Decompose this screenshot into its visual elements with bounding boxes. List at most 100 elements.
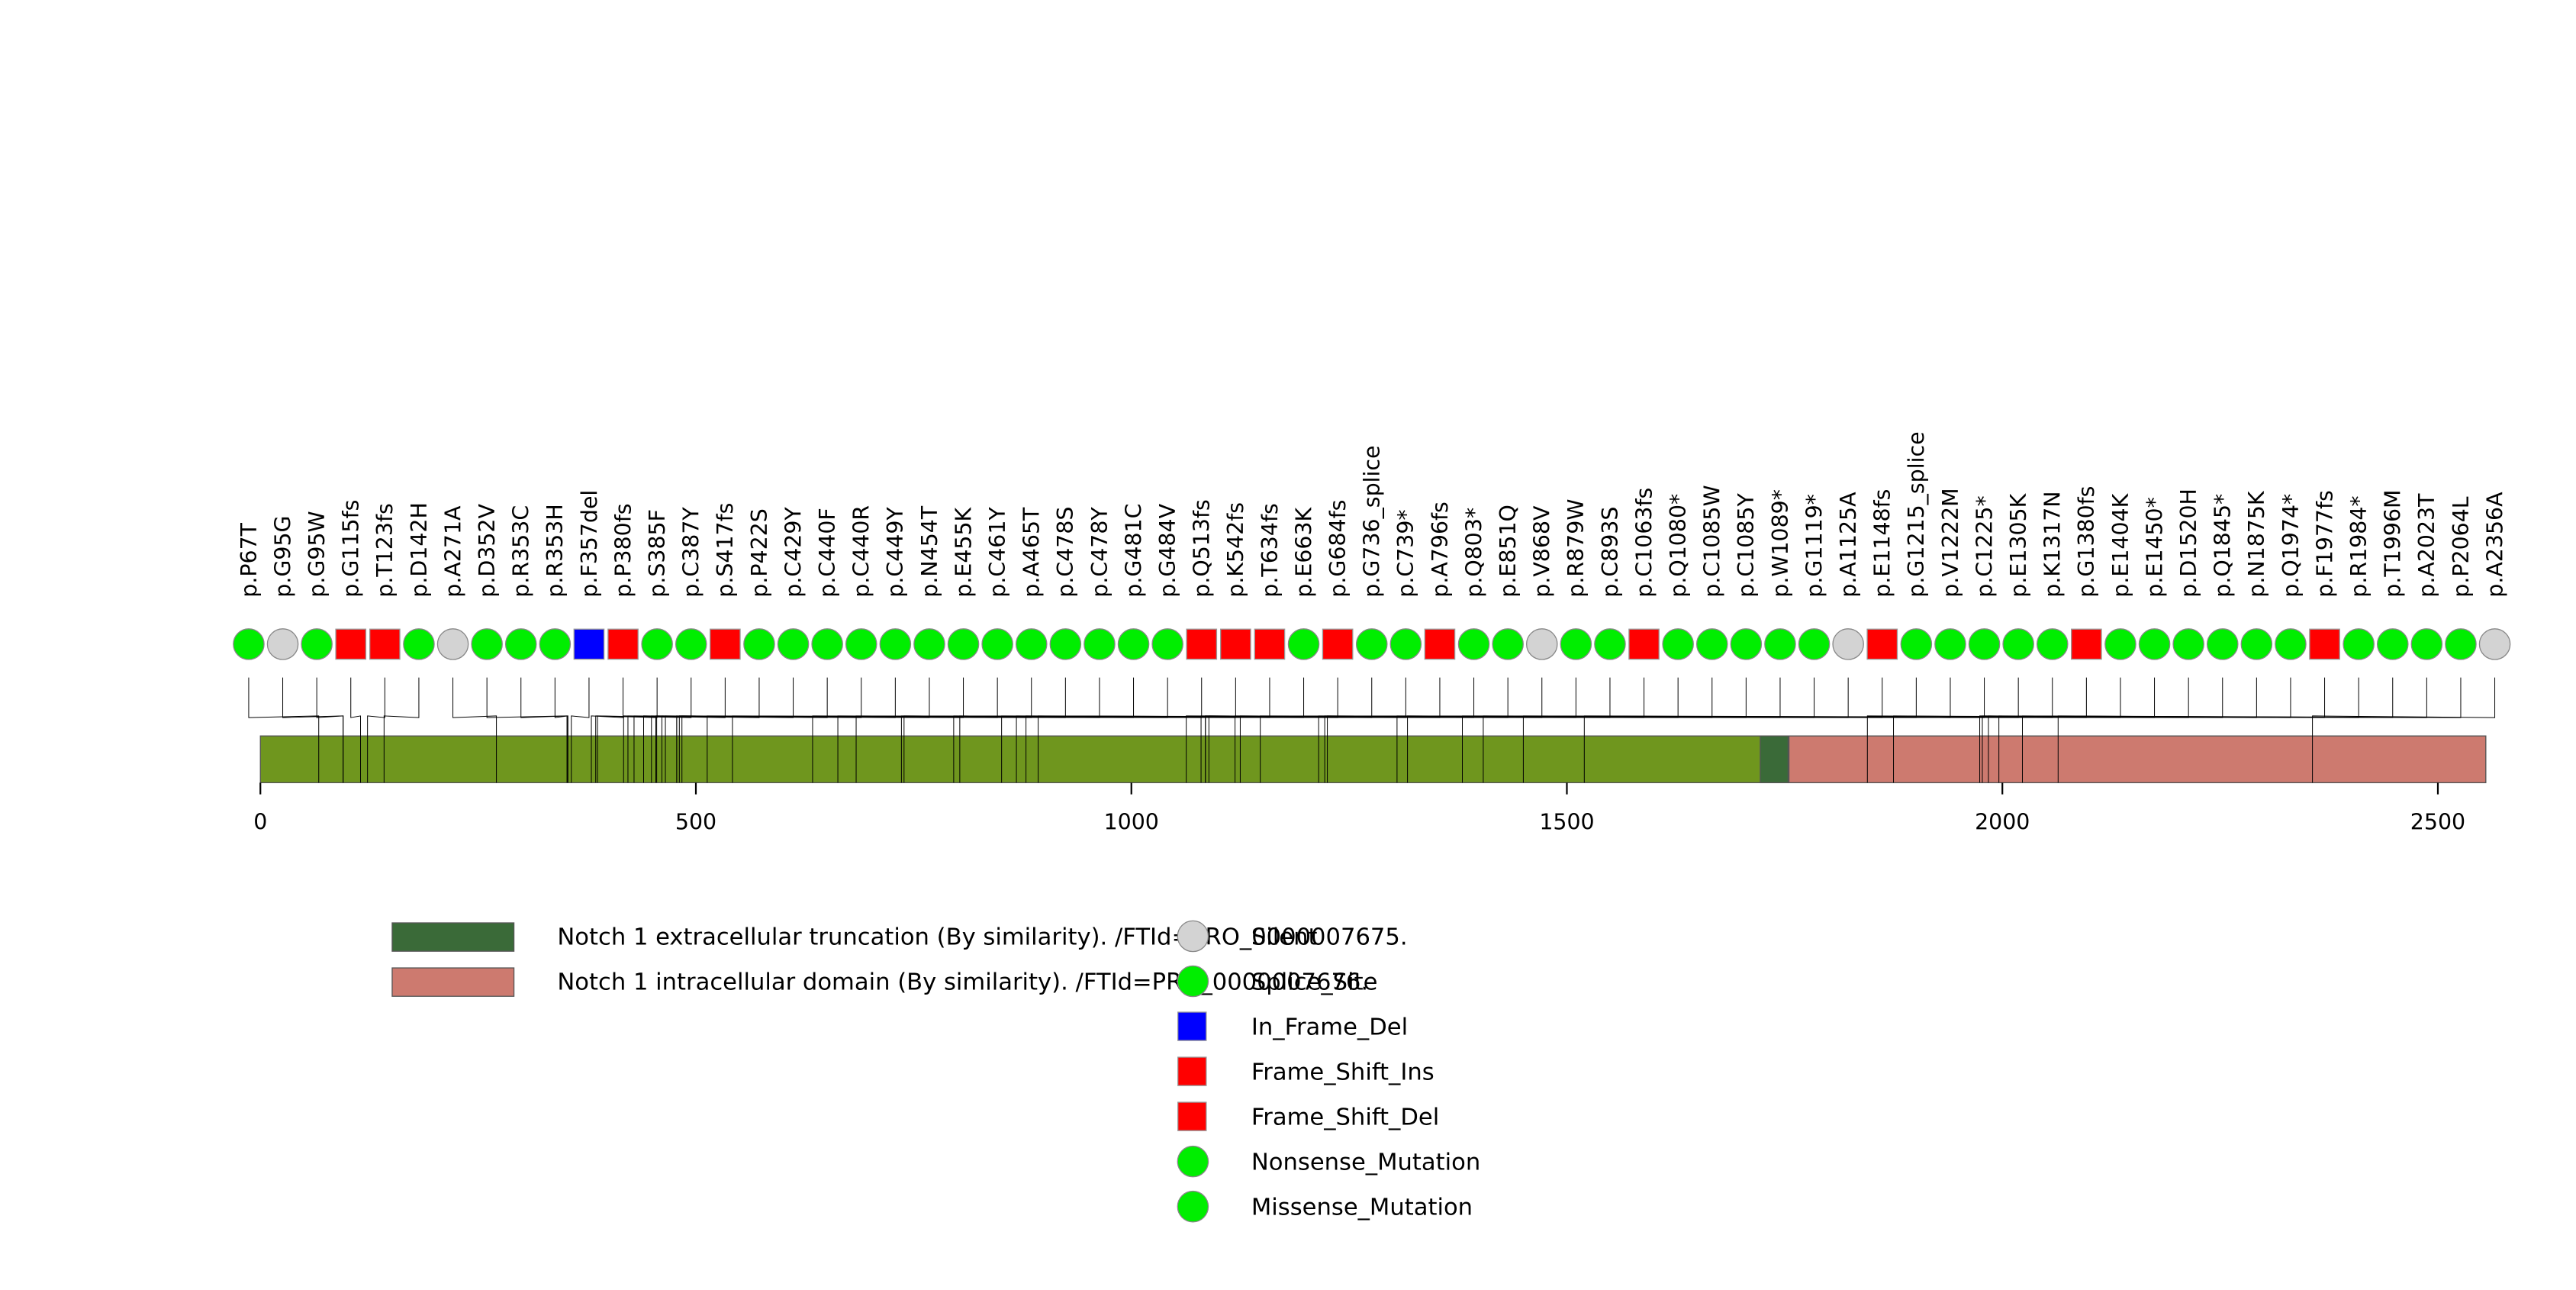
x-tick-label: 2000 [1975,810,2030,835]
mutation-marker [266,628,299,660]
legend-type-swatch [1177,920,1209,953]
mutation-label: p.C429Y [781,507,806,598]
x-tick-label: 1000 [1104,810,1159,835]
x-tick-label: 500 [675,810,716,835]
mutation-marker [710,628,741,660]
mutation-label: p.C440F [815,508,840,597]
x-axis: 0 500 1000 1500 2000 2500 [253,782,2465,835]
mutation-label: p.C1085W [1700,485,1725,597]
mutation-connector [2057,677,2462,783]
legend-type-label: Missense_Mutation [1251,1195,1473,1221]
legend: Notch 1 extracellular truncation (By sim… [391,920,1480,1223]
mutation-label: p.C478Y [1087,507,1113,598]
mutation-label: p.C478S [1053,507,1078,598]
mutation-marker [1695,628,1728,660]
mutation-marker [539,628,572,660]
mutation-label: p.G115fs [339,500,364,598]
mutation-label: p.C461Y [985,507,1010,598]
mutation-label: p.P67T [237,522,262,597]
mutation-marker [1151,628,1183,660]
mutation-label: p.N454T [917,505,942,598]
mutation-marker [1389,628,1422,660]
mutation-label: p.E1404K [2108,492,2133,597]
mutation-label: p.E1450* [2142,497,2167,598]
mutation-label: p.T123fs [372,503,398,597]
mutation-marker [879,628,912,660]
legend-domain-label: Notch 1 extracellular truncation (By sim… [557,924,1407,950]
mutation-label: p.C440R [849,505,874,598]
mutation-marker [369,628,401,660]
mutation-label: p.A2356A [2482,492,2507,598]
mutation-marker [1525,628,1558,660]
mutation-connector [367,677,385,783]
legend-type-swatch [1177,965,1209,998]
mutation-marker [403,628,435,660]
mutation-marker [1968,628,2001,660]
legend-type-label: Silent [1251,924,1318,950]
mutation-marker [2410,628,2443,660]
mutation-marker [1322,628,1354,660]
mutation-label: p.P380fs [610,503,636,597]
mutation-label: p.G95W [304,511,330,597]
mutation-label: p.S417fs [713,503,738,598]
mutation-label: p.G95G [270,515,295,597]
mutation-connector [2312,677,2496,783]
mutation-label: p.G1119* [1802,494,1827,598]
mutation-label: p.E1305K [2006,492,2031,597]
mutation-label: p.R879W [1563,499,1589,598]
mutation-connector [571,677,590,783]
mutation-marker [2036,628,2069,660]
mutation-marker [471,628,503,660]
mutation-connector [350,677,362,783]
mutation-label: p.W1089* [1768,489,1793,598]
mutation-marker [2002,628,2034,660]
legend-type-label: In_Frame_Del [1251,1014,1408,1040]
mutation-marker [1015,628,1048,660]
mutation-label: p.R1984* [2346,495,2372,597]
mutation-connector [248,677,320,783]
mutation-label: p.T634fs [1257,503,1283,597]
legend-type-label: Nonsense_Mutation [1251,1150,1480,1176]
mutation-marker [2104,628,2136,660]
domain-1 [1760,735,1789,784]
mutation-marker [1934,628,1966,660]
mutation-marker [1117,628,1150,660]
mutation-label: p.D1520H [2176,489,2201,598]
mutation-label: p.F357del [577,490,602,598]
mutation-marker [675,628,707,660]
mutation-marker [845,628,877,660]
mutation-marker [573,628,605,660]
mutation-label: p.E1148fs [1870,489,1895,598]
mutation-marker [2343,628,2375,660]
mutation-marker [1832,628,1864,660]
mutation-marker [913,628,945,660]
mutation-marker [2240,628,2273,660]
mutation-label: p.K1317N [2040,491,2066,597]
mutation-label: p.K542fs [1223,502,1248,598]
mutation-label: p.Q1974* [2278,494,2304,598]
mutation-marker [1900,628,1933,660]
mutation-marker [2478,628,2511,660]
legend-domain-swatch [391,922,515,952]
mutation-label: p.Q513fs [1190,499,1215,597]
x-tick-label: 2500 [2410,810,2465,835]
mutation-marker [1287,628,1320,660]
mutation-label: p.P2064L [2449,496,2474,597]
legend-type-swatch [1177,1056,1207,1086]
mutation-label: p.N1875K [2244,490,2269,598]
mutation-marker [301,628,333,660]
mutation-connector [316,677,344,783]
mutation-marker [2206,628,2239,660]
mutation-label: p.P422S [747,508,772,597]
mutation-marker [1798,628,1831,660]
legend-type-swatch [1177,1190,1209,1223]
mutation-marker [2138,628,2171,660]
x-tick-label: 1500 [1539,810,1594,835]
mutation-marker [2071,628,2102,660]
mutation-label: p.G736_splice [1360,445,1385,597]
mutation-marker [1254,628,1286,660]
mutation-label: p.C1085Y [1734,493,1759,598]
mutation-label: p.G1215_splice [1904,431,1929,597]
mutation-marker [1662,628,1694,660]
